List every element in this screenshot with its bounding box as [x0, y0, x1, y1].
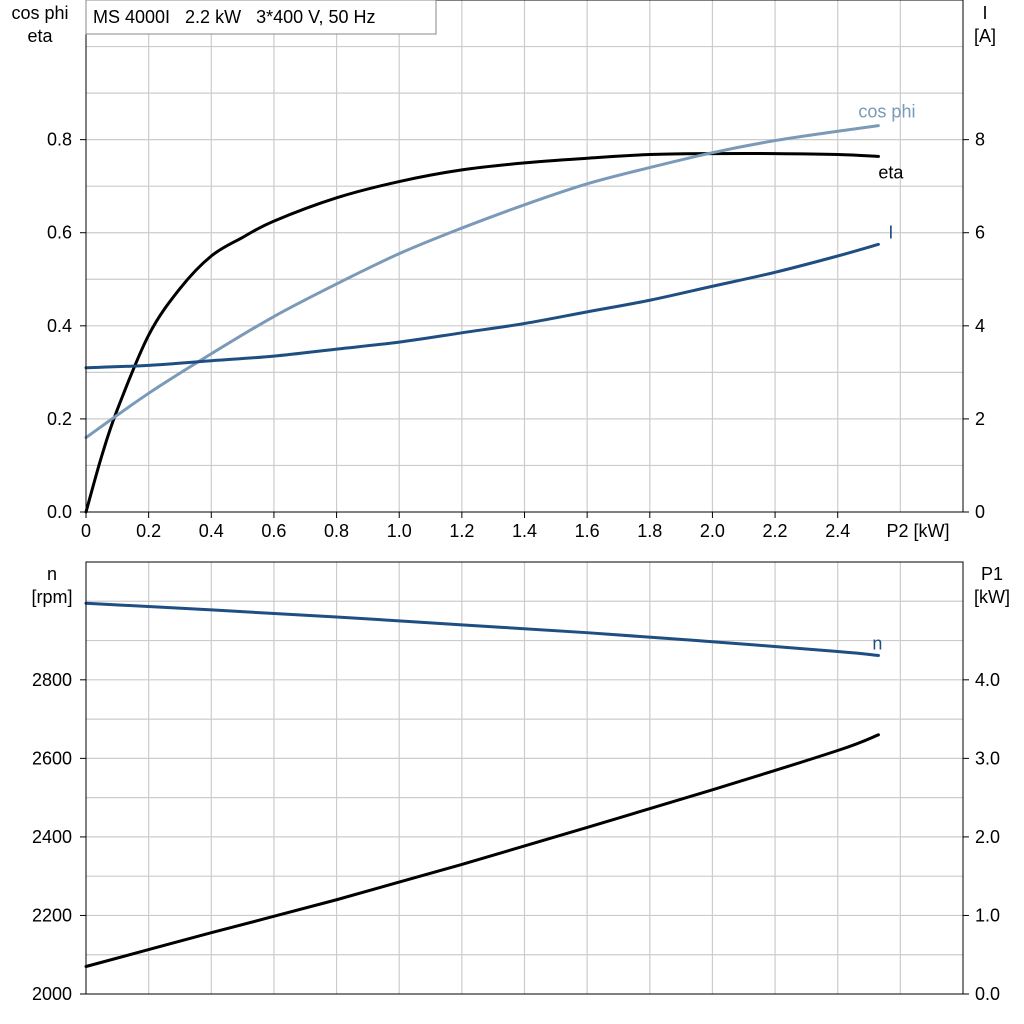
lower-left-tick-label: 2400: [32, 827, 72, 847]
x-axis-label: P2 [kW]: [886, 521, 949, 541]
upper-right-axis-label-2: [A]: [974, 26, 996, 46]
lower-left-tick-label: 2000: [32, 984, 72, 1004]
chart-title: MS 4000I 2.2 kW 3*400 V, 50 Hz: [93, 7, 376, 27]
upper-right-tick-label: 0: [975, 502, 985, 522]
x-tick-label: 0.4: [199, 521, 224, 541]
x-tick-label: 0.6: [261, 521, 286, 541]
lower-right-tick-label: 2.0: [975, 827, 1000, 847]
lower-gridlines: [86, 562, 963, 994]
upper-series-group: eta cos phi I: [84, 102, 915, 514]
series-line-p1: [84, 733, 880, 969]
lower-left-tick-label: 2200: [32, 905, 72, 925]
upper-right-tick-label: 4: [975, 316, 985, 336]
upper-left-tick-label: 0.0: [47, 502, 72, 522]
upper-left-tick-label: 0.2: [47, 409, 72, 429]
upper-tick-labels: 0.0 0.2 0.4 0.6 0.8 0 2 4 6 8 0 0.2 0.4 0.6 0.8 1.0 1.2 1…: [47, 130, 985, 541]
lower-left-tick-label: 2800: [32, 670, 72, 690]
lower-right-axis-label-2: [kW]: [974, 587, 1010, 607]
x-tick-label: 1.8: [637, 521, 662, 541]
series-line-cos-phi: [84, 124, 880, 440]
lower-right-tick-label: 3.0: [975, 748, 1000, 768]
upper-right-axis-label-1: I: [982, 3, 987, 23]
upper-left-tick-label: 0.6: [47, 223, 72, 243]
x-tick-label: 2.0: [700, 521, 725, 541]
x-tick-label: 1.4: [512, 521, 537, 541]
upper-title-box: MS 4000I 2.2 kW 3*400 V, 50 Hz: [85, 0, 437, 35]
series-line-i: [84, 242, 880, 370]
lower-left-axis-label-1: n: [47, 564, 57, 584]
x-tick-label: 1.2: [449, 521, 474, 541]
lower-right-tick-label: 0.0: [975, 984, 1000, 1004]
x-tick-label: 1.0: [387, 521, 412, 541]
series-label-i: I: [888, 222, 893, 242]
lower-tick-labels: 2000 2200 2400 2600 2800 0.0 1.0 2.0 3.0 4.0: [32, 670, 1000, 1004]
lower-series-group: n: [84, 601, 882, 969]
series-line-n: [84, 601, 880, 657]
series-label-n: n: [872, 633, 882, 653]
upper-right-tick-label: 8: [975, 130, 985, 150]
upper-left-axis-label-1: cos phi: [11, 3, 68, 23]
x-tick-label: 2.2: [763, 521, 788, 541]
x-tick-label: 0.8: [324, 521, 349, 541]
lower-right-axis-label-1: P1: [981, 564, 1003, 584]
x-tick-label: 2.4: [825, 521, 850, 541]
upper-right-tick-label: 2: [975, 409, 985, 429]
upper-left-axis-label-2: eta: [27, 26, 53, 46]
lower-right-tick-label: 1.0: [975, 905, 1000, 925]
lower-right-tick-label: 4.0: [975, 670, 1000, 690]
series-label-cos-phi: cos phi: [858, 102, 915, 122]
lower-left-axis-label-2: [rpm]: [31, 587, 72, 607]
x-tick-label: 0: [81, 521, 91, 541]
lower-left-tick-label: 2600: [32, 748, 72, 768]
upper-left-tick-label: 0.8: [47, 130, 72, 150]
x-tick-label: 0.2: [136, 521, 161, 541]
upper-left-tick-label: 0.4: [47, 316, 72, 336]
series-line-eta: [84, 151, 880, 514]
upper-right-tick-label: 6: [975, 223, 985, 243]
upper-gridlines: [86, 0, 963, 512]
series-label-eta: eta: [878, 162, 904, 182]
lower-plot-frame: [85, 561, 964, 995]
x-tick-label: 1.6: [575, 521, 600, 541]
